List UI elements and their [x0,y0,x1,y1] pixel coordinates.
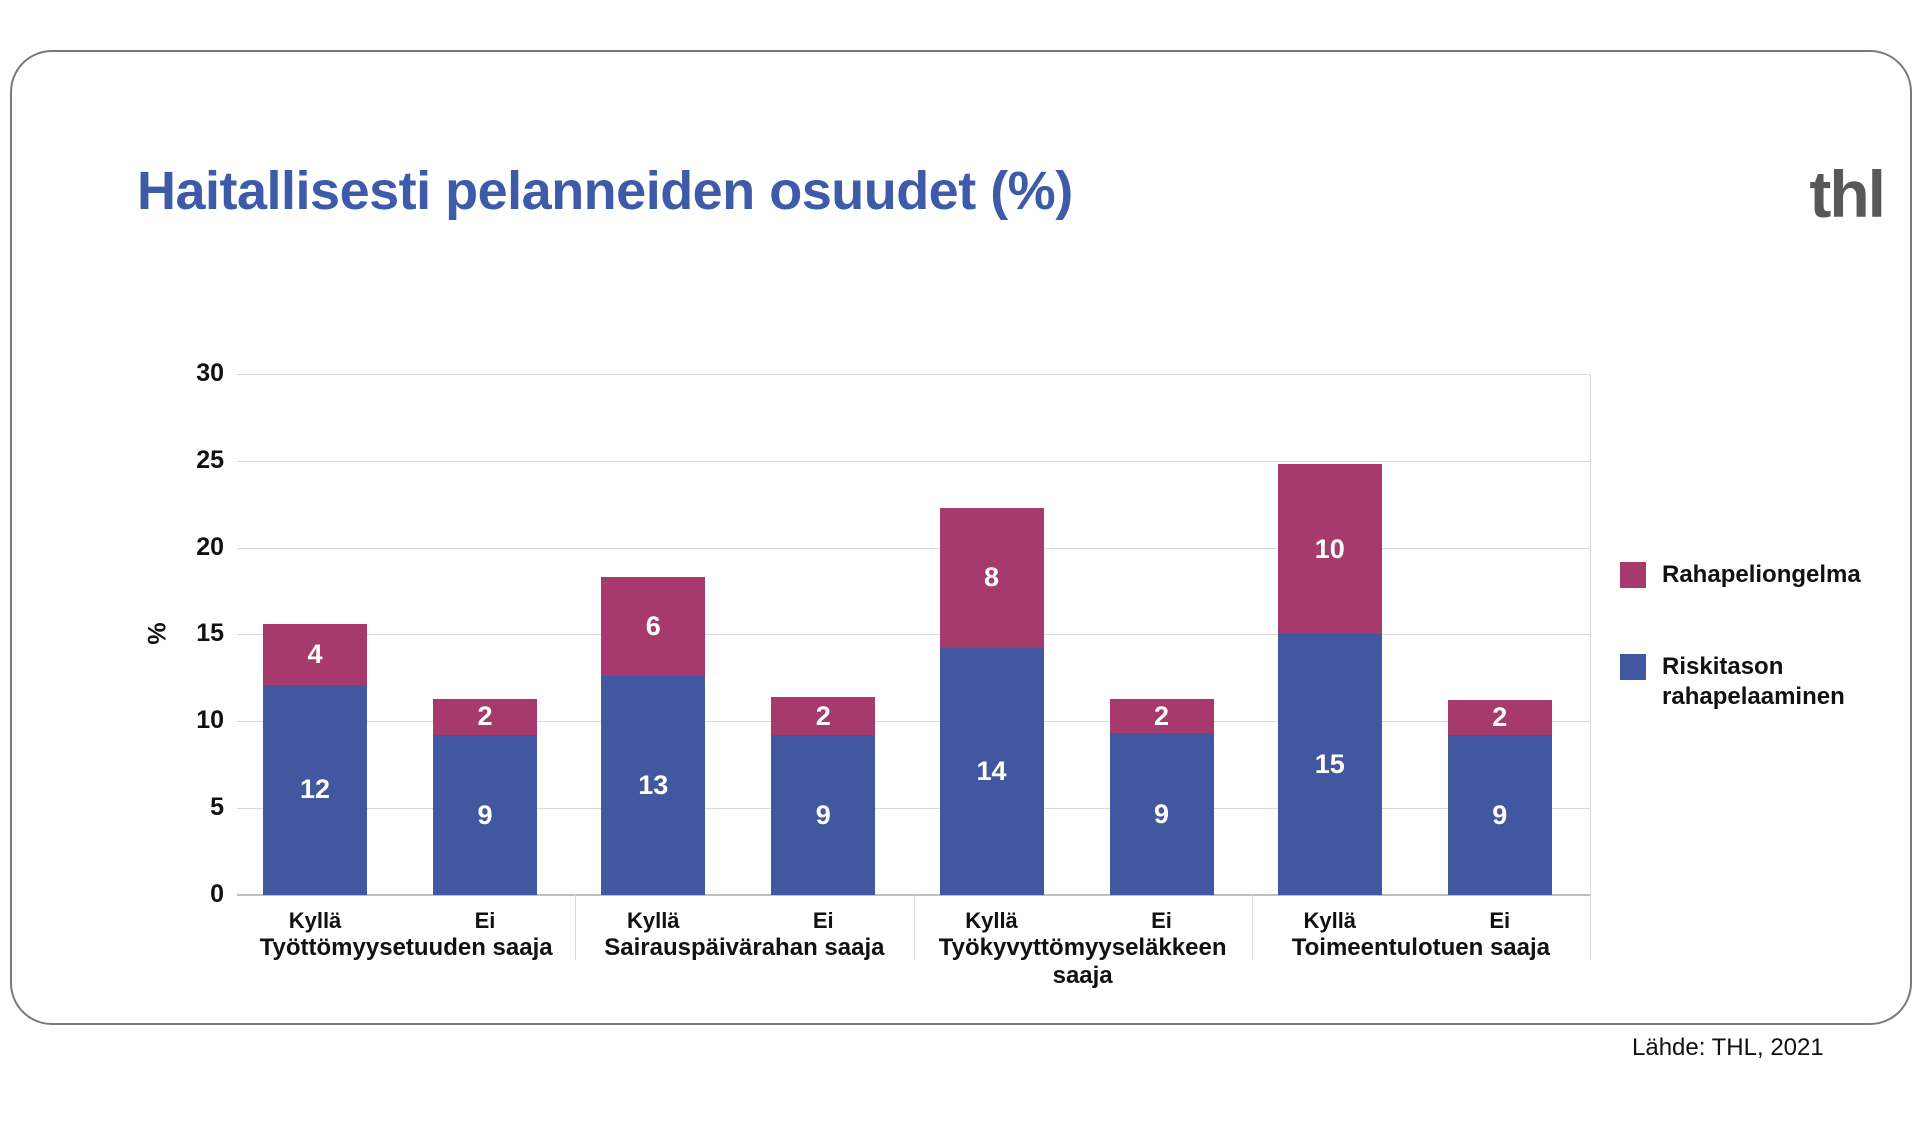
gridline-5 [237,808,1590,810]
y-tick-30: 30 [196,358,224,387]
bar-risk-toimeentulotuen-ei: 9 [1447,735,1552,895]
source-note: Lähde: THL, 2021 [1632,1034,1824,1061]
y-tick-15: 15 [196,619,224,648]
bar-value-label: 9 [815,799,831,830]
gridline-20 [237,547,1590,549]
bar-value-label: 4 [307,638,323,669]
x-category-label: Kyllä [626,908,680,933]
bar-value-label: 6 [645,611,661,642]
x-category-label: Ei [812,908,834,933]
gridline-10 [237,721,1590,723]
x-group-title: Toimeentulotuen saaja [1291,934,1551,961]
bar-risk-sairauspäivärahan-kyllä: 13 [601,676,706,895]
x-group-title: Työkyvyttömyyseläkkeen saaja [938,934,1227,989]
legend-item-rahapeliongelma: Rahapeliongelma [1620,560,1876,590]
bar-risk-työttömyysetuuden-kyllä: 12 [263,684,367,895]
bar-problem-sairauspäivärahan-kyllä: 6 [601,577,706,677]
page-title: Haitallisesti pelanneiden osuudet (%) [137,161,1073,221]
x-axis-line [237,894,1590,896]
bar-problem-työttömyysetuuden-kyllä: 4 [263,624,367,685]
bar-value-label: 2 [1153,700,1170,731]
bar-problem-toimeentulotuen-ei: 2 [1447,700,1552,736]
bar-value-label: 12 [299,774,331,805]
y-tick-5: 5 [210,793,224,822]
y-tick-0: 0 [210,880,224,908]
bar-value-label: 15 [1314,749,1345,780]
category-separator-3 [1251,895,1253,960]
bar-problem-sairauspäivärahan-ei: 2 [771,696,876,736]
legend-swatch-problem-icon [1620,562,1646,588]
category-separator-4 [1590,373,1591,960]
bar-risk-työkyvyttömyyseläkkeen-kyllä: 14 [939,648,1044,895]
bar-risk-työttömyysetuuden-ei: 9 [433,735,537,895]
legend-swatch-risk-icon [1620,654,1646,680]
bar-risk-työkyvyttömyyseläkkeen-ei: 9 [1109,733,1214,895]
gridline-30 [237,373,1590,375]
slide-card: Haitallisesti pelanneiden osuudet (%) th… [10,50,1912,1061]
y-tick-25: 25 [196,445,224,474]
bar-value-label: 2 [477,701,493,732]
bar-problem-työttömyysetuuden-ei: 2 [433,698,537,736]
bar-value-label: 9 [1153,798,1170,829]
x-group-title: Sairauspäivärahan saaja [604,934,885,961]
x-group-title: Työttömyysetuuden saaja [259,934,553,961]
y-tick-20: 20 [196,532,224,561]
x-category-label: Kyllä [965,908,1018,933]
thl-logo: thl [1809,157,1886,231]
chart-legend: Rahapeliongelma Riskitason rahapelaamine… [1620,560,1876,774]
bar-value-label: 8 [983,562,1000,593]
legend-label-problem: Rahapeliongelma [1662,561,1861,588]
legend-item-riskitason: Riskitason rahapelaaminen [1620,652,1876,712]
legend-label-risk: Riskitason rahapelaaminen [1662,653,1845,710]
gridline-25 [237,460,1590,462]
x-category-label: Kyllä [288,908,342,933]
bar-value-label: 9 [1492,799,1508,830]
bar-risk-toimeentulotuen-kyllä: 15 [1277,634,1382,895]
bar-value-label: 2 [815,700,831,731]
x-category-label: Ei [474,908,496,933]
x-category-label: Ei [1151,908,1172,933]
bar-value-label: 10 [1314,533,1345,564]
x-category-label: Ei [1489,908,1511,933]
category-separator-2 [913,895,915,960]
x-category-label: Kyllä [1303,908,1357,933]
bar-value-label: 2 [1492,702,1508,733]
bar-problem-toimeentulotuen-kyllä: 10 [1277,464,1382,635]
bar-value-label: 14 [976,756,1007,787]
category-separator-1 [575,895,577,960]
y-axis-title: % [143,622,172,646]
y-tick-10: 10 [196,706,224,735]
bar-value-label: 13 [638,770,669,801]
bar-risk-sairauspäivärahan-ei: 9 [771,735,876,895]
bar-problem-työkyvyttömyyseläkkeen-kyllä: 8 [939,507,1044,649]
bar-problem-työkyvyttömyyseläkkeen-ei: 2 [1109,698,1214,734]
bar-value-label: 9 [477,799,493,830]
gridline-15 [237,634,1590,636]
